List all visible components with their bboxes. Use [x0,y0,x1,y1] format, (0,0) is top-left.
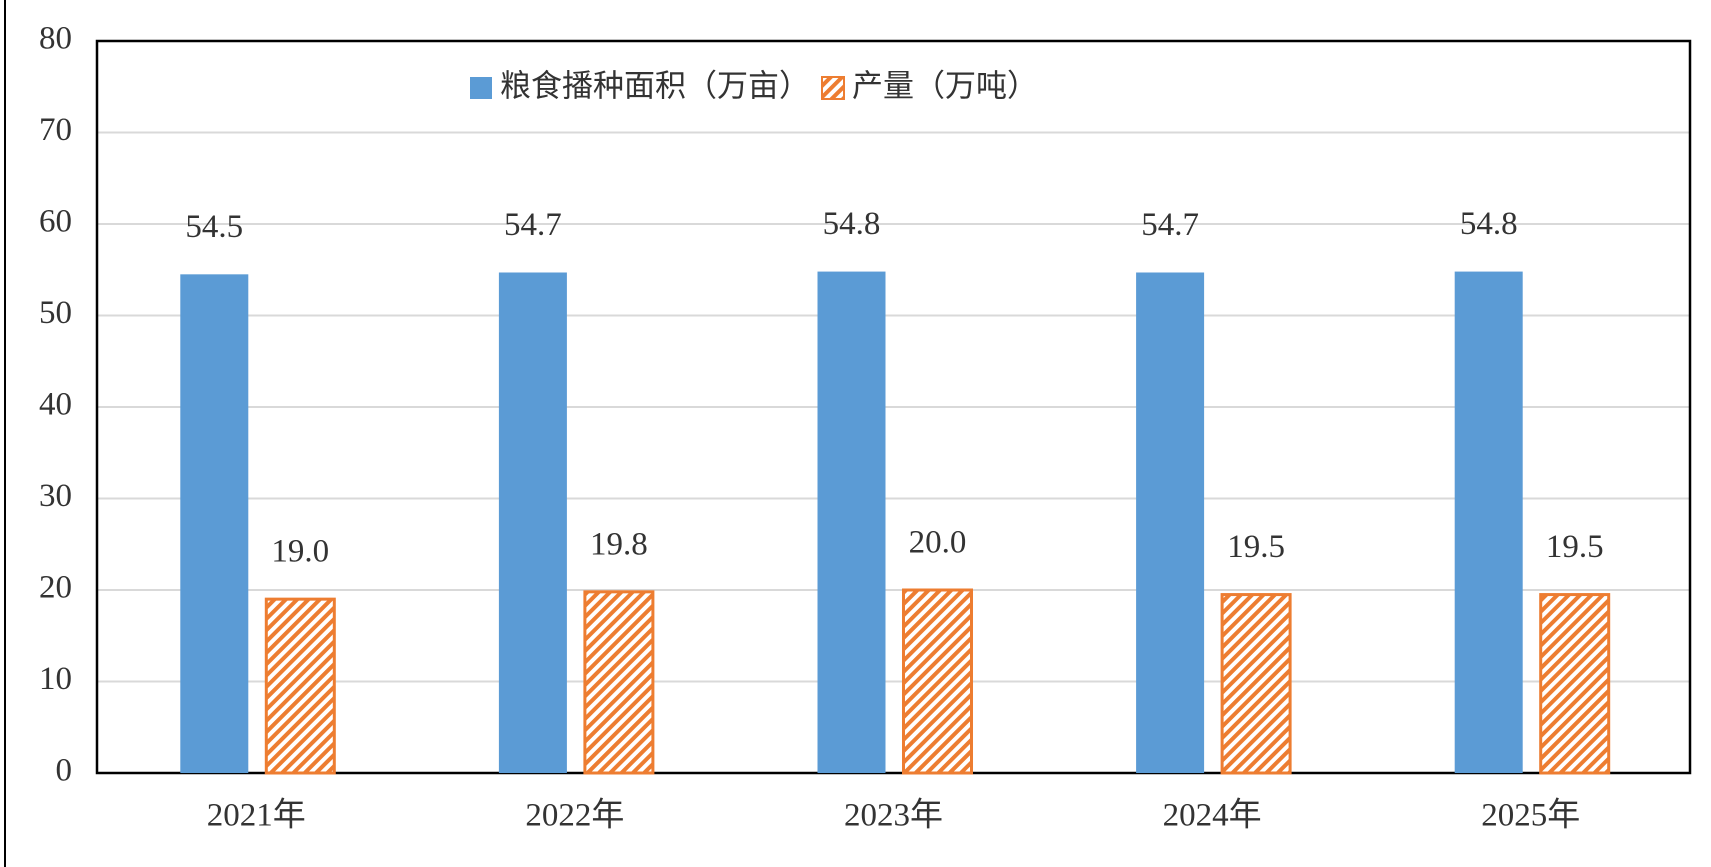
x-tick-label: 2023年 [844,797,943,834]
y-tick-label: 50 [39,295,72,331]
y-tick-label: 70 [39,112,72,148]
legend-swatch [470,77,492,99]
x-tick-label: 2021年 [207,797,306,834]
plot-frame [95,39,1692,775]
legend-label: 产量（万吨） [852,69,1038,105]
data-label: 54.7 [504,207,562,243]
y-tick-label: 60 [39,204,72,240]
bar [1539,593,1611,775]
y-tick-label: 30 [39,478,72,514]
y-tick-label: 80 [39,21,72,57]
x-tick-label: 2024年 [1163,797,1262,834]
bar [817,271,886,773]
bar [902,588,973,775]
data-label: 54.5 [185,209,243,245]
y-tick-label: 20 [39,570,72,606]
x-tick-label: 2022年 [525,797,624,834]
y-tick-label: 40 [39,387,72,423]
data-label: 54.8 [1460,206,1518,242]
legend-label: 粮食播种面积（万亩） [500,69,810,105]
data-label: 19.8 [590,526,648,562]
data-label: 20.0 [909,525,967,561]
bar [1220,593,1292,775]
bar [1454,271,1523,773]
bar [498,272,567,773]
data-label: 19.0 [271,534,329,570]
legend-swatch [821,76,845,100]
y-tick-label: 10 [39,661,72,697]
data-label: 19.5 [1546,529,1604,565]
y-tick-label: 0 [56,753,73,789]
data-label: 54.7 [1141,207,1199,243]
bar [583,590,655,775]
bar [180,274,249,773]
bar [1136,272,1205,773]
bar [264,597,336,775]
x-tick-label: 2025年 [1481,797,1580,834]
data-label: 54.8 [823,206,881,242]
data-label: 19.5 [1227,529,1285,565]
